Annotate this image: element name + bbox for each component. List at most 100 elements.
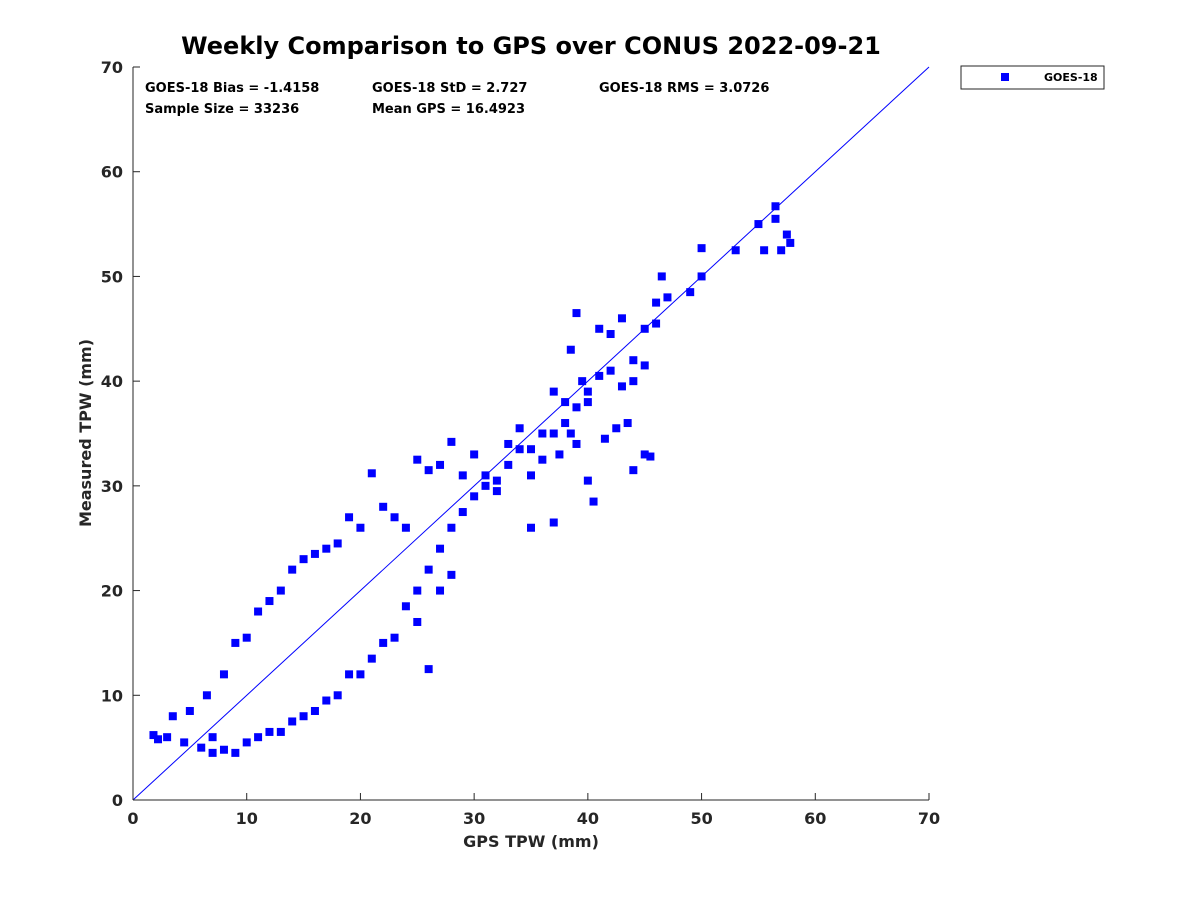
data-point xyxy=(299,712,308,721)
data-point xyxy=(219,670,228,679)
data-point xyxy=(549,429,558,438)
data-point xyxy=(652,298,661,307)
data-point xyxy=(470,492,479,501)
data-point xyxy=(208,733,217,742)
y-tick-label: 50 xyxy=(101,267,123,286)
data-point xyxy=(288,565,297,574)
data-point xyxy=(663,293,672,302)
data-point xyxy=(786,238,795,247)
data-point xyxy=(583,398,592,407)
data-point xyxy=(782,230,791,239)
data-point xyxy=(504,439,513,448)
x-ticks: 0 10 20 30 40 50 60 70 xyxy=(127,793,940,828)
data-point xyxy=(697,244,706,253)
x-tick-label: 60 xyxy=(804,809,826,828)
data-point xyxy=(771,214,780,223)
data-point xyxy=(322,544,331,553)
x-tick-label: 10 xyxy=(236,809,258,828)
data-point xyxy=(731,246,740,255)
y-ticks: 0 10 20 30 40 50 60 70 xyxy=(101,58,140,810)
data-point xyxy=(572,403,581,412)
data-point xyxy=(458,471,467,480)
data-point xyxy=(771,202,780,211)
x-tick-label: 70 xyxy=(918,809,940,828)
data-point xyxy=(515,445,524,454)
data-point xyxy=(447,437,456,446)
data-point xyxy=(390,513,399,522)
data-point xyxy=(760,246,769,255)
data-point xyxy=(219,745,228,754)
x-tick-label: 30 xyxy=(463,809,485,828)
legend: GOES-18 xyxy=(960,65,1105,90)
data-point xyxy=(527,471,535,480)
x-tick-label: 40 xyxy=(577,809,599,828)
x-tick-label: 0 xyxy=(127,809,138,828)
legend-label: GOES-18 xyxy=(1044,71,1098,84)
data-point xyxy=(617,382,626,391)
data-point xyxy=(436,586,445,595)
stat-mean-gps: Mean GPS = 16.4923 xyxy=(372,102,525,117)
stat-std: GOES-18 StD = 2.727 xyxy=(372,81,527,96)
data-point xyxy=(572,439,581,448)
y-tick-label: 10 xyxy=(101,686,123,705)
stat-rms: GOES-18 RMS = 3.0726 xyxy=(599,81,769,96)
data-point xyxy=(299,555,308,564)
data-point xyxy=(401,602,410,611)
data-point xyxy=(447,570,456,579)
y-tick-label: 0 xyxy=(112,791,123,810)
data-point xyxy=(578,377,587,386)
data-point xyxy=(231,638,240,647)
data-point xyxy=(356,670,365,679)
data-point xyxy=(595,324,604,333)
data-point xyxy=(623,419,632,428)
data-point xyxy=(652,319,661,328)
one-to-one-line xyxy=(132,66,930,801)
data-point xyxy=(640,450,649,459)
y-tick-label: 20 xyxy=(101,582,123,601)
y-tick-label: 60 xyxy=(101,163,123,182)
data-point xyxy=(606,366,615,375)
data-point xyxy=(242,633,251,642)
x-tick-label: 20 xyxy=(349,809,371,828)
data-point xyxy=(629,356,638,365)
data-point xyxy=(583,387,592,396)
plot-area: 0 10 20 30 40 50 60 70 0 10 20 30 40 50 60 70 xyxy=(101,58,940,828)
data-point xyxy=(566,429,575,438)
data-point xyxy=(538,455,547,464)
data-point xyxy=(549,518,558,527)
data-point xyxy=(561,419,570,428)
y-axis-label: Measured TPW (mm) xyxy=(76,339,95,527)
data-point xyxy=(231,748,240,757)
stat-sample-size: Sample Size = 33236 xyxy=(145,102,299,117)
data-point xyxy=(470,450,479,459)
data-point xyxy=(515,424,524,433)
data-point xyxy=(424,665,433,674)
data-point xyxy=(276,727,285,736)
data-point xyxy=(527,445,535,454)
data-point xyxy=(208,748,217,757)
data-point xyxy=(310,549,319,558)
data-points xyxy=(149,202,795,757)
data-point xyxy=(566,345,575,354)
data-point xyxy=(288,717,297,726)
data-point xyxy=(629,466,638,475)
y-tick-label: 70 xyxy=(101,58,123,77)
legend-marker xyxy=(1001,73,1009,81)
data-point xyxy=(606,330,615,339)
data-point xyxy=(527,523,535,532)
data-point xyxy=(185,706,194,715)
data-point xyxy=(777,246,786,255)
data-point xyxy=(322,696,331,705)
data-point xyxy=(254,607,263,616)
data-point xyxy=(504,460,513,469)
data-point xyxy=(492,487,501,496)
y-tick-label: 40 xyxy=(101,372,123,391)
data-point xyxy=(583,476,592,485)
data-point xyxy=(276,586,285,595)
data-point xyxy=(254,733,263,742)
data-point xyxy=(345,513,354,522)
data-point xyxy=(180,738,189,747)
data-point xyxy=(149,731,158,740)
data-point xyxy=(424,565,433,574)
